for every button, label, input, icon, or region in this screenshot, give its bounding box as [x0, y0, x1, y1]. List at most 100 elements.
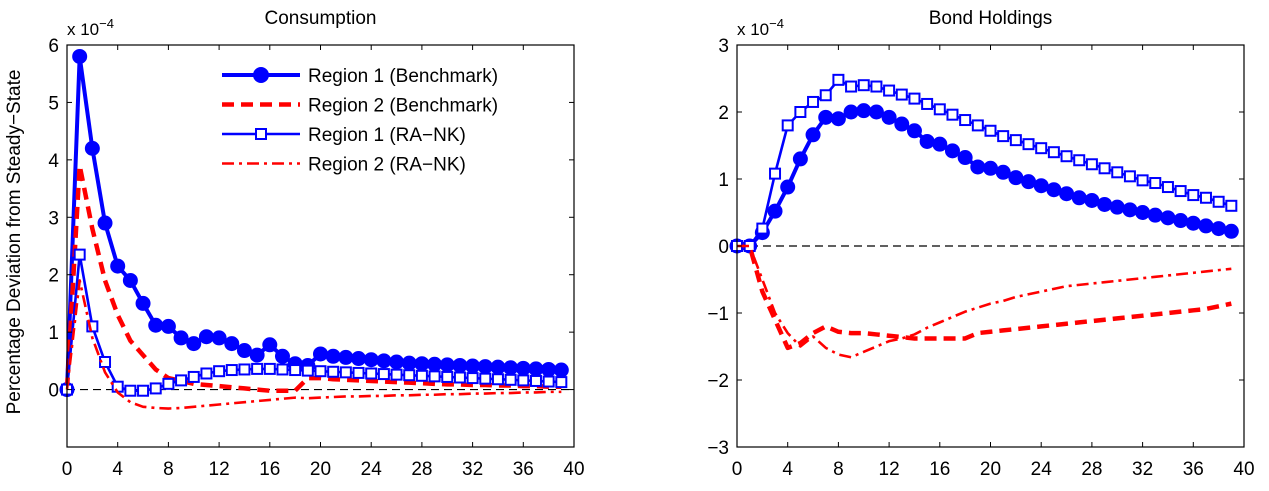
- series-line: [64, 163, 562, 393]
- y-tick-label: 5: [48, 93, 59, 114]
- exponent-label: x 10−4: [67, 16, 114, 40]
- data-point: [1033, 178, 1049, 194]
- data-point: [832, 73, 845, 86]
- data-point: [1174, 185, 1187, 198]
- data-point: [238, 363, 251, 376]
- data-point: [959, 114, 972, 127]
- data-point: [376, 353, 392, 369]
- data-point: [301, 364, 314, 377]
- data-point: [919, 133, 935, 149]
- data-point: [970, 159, 986, 175]
- data-point: [401, 355, 417, 371]
- data-point: [819, 89, 832, 102]
- data-point: [403, 369, 416, 382]
- data-point: [1060, 150, 1073, 163]
- y-axis-label: Percentage Deviation from Steady−State: [4, 70, 25, 415]
- data-point: [1109, 199, 1125, 215]
- data-point: [818, 109, 834, 125]
- data-point: [289, 364, 302, 377]
- data-point: [148, 317, 164, 333]
- data-point: [135, 295, 151, 311]
- data-point: [262, 337, 278, 353]
- data-point: [792, 151, 808, 167]
- data-point: [870, 80, 883, 93]
- x-tick-label: 12: [879, 459, 900, 480]
- data-point: [377, 368, 390, 381]
- data-point: [984, 124, 997, 137]
- data-point: [843, 104, 859, 120]
- y-tick-label: 6: [48, 36, 59, 57]
- data-point: [137, 384, 150, 397]
- data-point: [415, 369, 428, 382]
- data-point: [1059, 186, 1075, 202]
- data-point: [1173, 213, 1189, 229]
- data-point: [211, 330, 227, 346]
- data-point: [1147, 207, 1163, 223]
- series-line: [737, 78, 1232, 248]
- x-tick-label: 4: [782, 459, 793, 480]
- data-point: [908, 92, 921, 105]
- data-point: [895, 88, 908, 101]
- y-tick-label: 3: [48, 208, 59, 229]
- data-point: [363, 352, 379, 368]
- series-line: [737, 244, 1232, 359]
- data-point: [541, 361, 557, 377]
- y-tick-label: 2: [48, 266, 59, 287]
- consumption-chart: Consumption x 10−4 0 4 8 12 16 20 24 28 32 36 4001…: [48, 8, 584, 480]
- data-point: [517, 374, 530, 387]
- data-point: [73, 248, 86, 261]
- x-tick-label: 28: [411, 459, 432, 480]
- data-point: [187, 370, 200, 383]
- x-tick-label: 0: [62, 459, 73, 480]
- data-point: [767, 203, 783, 219]
- data-point: [84, 140, 100, 156]
- data-point: [1161, 181, 1174, 194]
- y-tick-label: 1: [48, 323, 59, 344]
- y-tick-label: 1: [718, 170, 729, 191]
- data-point: [251, 362, 264, 375]
- data-point: [983, 160, 998, 176]
- data-point: [200, 367, 213, 380]
- data-point: [868, 104, 884, 120]
- data-point: [555, 376, 568, 389]
- y-tick-label: 0: [48, 381, 59, 402]
- data-point: [122, 272, 138, 288]
- x-tick-label: 16: [929, 459, 950, 480]
- data-point: [1073, 154, 1086, 167]
- data-point: [452, 357, 468, 373]
- data-point: [933, 103, 946, 116]
- data-point: [845, 80, 858, 93]
- data-point: [274, 348, 290, 364]
- data-point: [944, 143, 960, 159]
- data-point: [946, 108, 959, 121]
- data-point: [213, 365, 226, 378]
- data-point: [1047, 146, 1060, 159]
- legend: Region 1 (Benchmark) Region 2 (Benchmark)…: [222, 66, 498, 176]
- data-point: [794, 106, 807, 118]
- series-line: [65, 253, 562, 393]
- data-point: [86, 320, 99, 333]
- y-tick-label: −1: [707, 304, 729, 325]
- data-point: [124, 384, 137, 397]
- data-point: [327, 365, 340, 378]
- data-point: [1035, 142, 1048, 155]
- data-point: [1136, 174, 1149, 187]
- data-point: [830, 111, 846, 127]
- data-point: [1135, 205, 1151, 220]
- data-point: [1085, 158, 1098, 171]
- legend-label: Region 2 (RA−NK): [308, 155, 466, 176]
- data-point: [1111, 166, 1124, 179]
- y-tick-label: 3: [718, 36, 729, 57]
- data-point: [465, 358, 481, 374]
- data-point: [97, 215, 113, 231]
- data-point: [856, 103, 872, 119]
- y-tick-label: 0: [718, 237, 729, 258]
- exponent-power: −4: [769, 16, 784, 31]
- data-point: [529, 374, 542, 387]
- y-tick-label: −3: [707, 438, 729, 459]
- x-tick-label: 8: [163, 459, 174, 480]
- data-point: [339, 366, 352, 379]
- data-point: [162, 377, 175, 390]
- data-point: [503, 360, 519, 376]
- data-point: [1098, 162, 1111, 175]
